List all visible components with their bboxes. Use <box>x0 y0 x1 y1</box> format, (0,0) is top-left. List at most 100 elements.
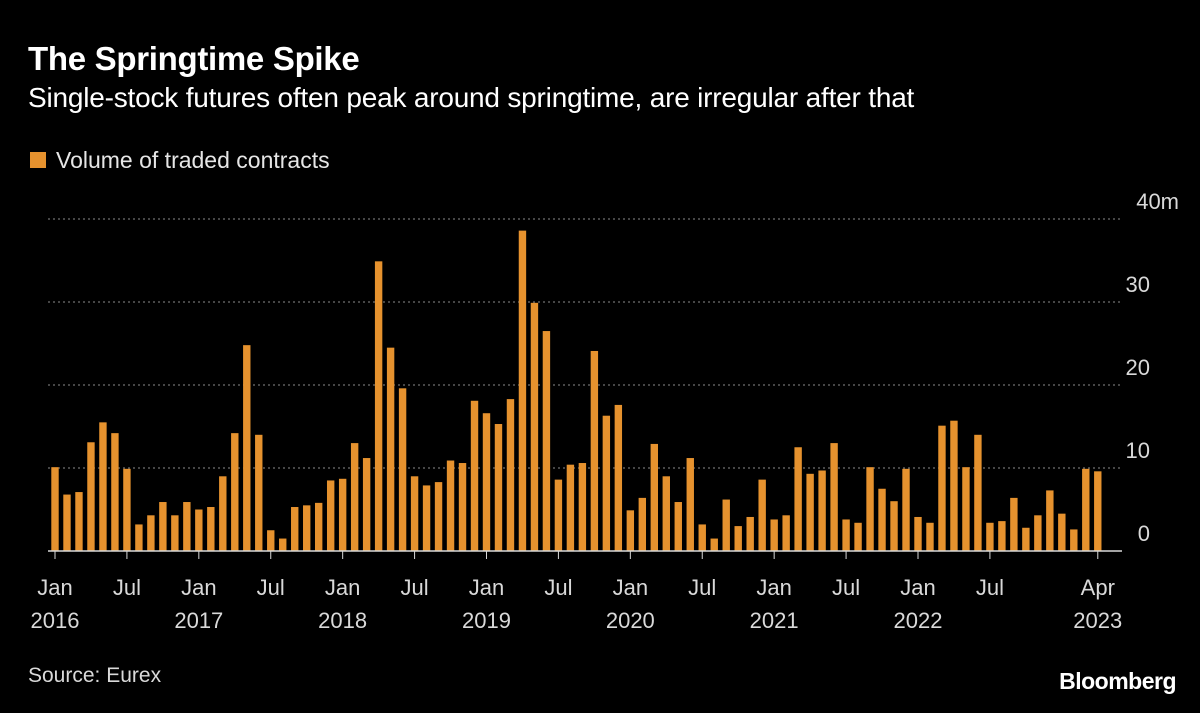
y-tick-label: 30 <box>1126 272 1150 297</box>
bar <box>950 420 958 551</box>
bar <box>506 399 515 551</box>
bar <box>1082 468 1090 551</box>
bar <box>902 468 910 551</box>
bar <box>482 413 491 551</box>
bar <box>818 470 826 551</box>
bar <box>662 476 670 551</box>
bar <box>183 502 191 551</box>
bar <box>446 460 455 551</box>
x-tick-label-year: 2023 <box>1073 608 1122 633</box>
bar <box>626 510 635 551</box>
bar <box>686 458 694 551</box>
x-tick-label-month: Jan <box>37 575 72 600</box>
bar <box>698 524 706 551</box>
x-tick-label-month: Jan <box>613 575 648 600</box>
bar <box>842 519 850 551</box>
y-tick-label: 40m <box>1136 189 1179 214</box>
x-tick-label-month: Jul <box>688 575 716 600</box>
bar <box>494 424 503 551</box>
bar <box>998 521 1006 551</box>
bar <box>542 331 551 551</box>
bar <box>710 538 718 551</box>
x-tick-label-month: Jul <box>113 575 141 600</box>
bar <box>362 458 371 551</box>
bar <box>291 507 299 551</box>
x-tick-label-month: Jul <box>401 575 429 600</box>
bar <box>1094 471 1102 551</box>
x-tick-label-year: 2018 <box>318 608 367 633</box>
x-tick-label-month: Jul <box>544 575 572 600</box>
bar <box>326 480 335 551</box>
bar <box>926 522 934 551</box>
grid-lines <box>48 218 1122 469</box>
chart-title: The Springtime Spike <box>28 40 360 77</box>
bar <box>782 515 790 551</box>
x-tick-label-year: 2016 <box>31 608 80 633</box>
bar <box>147 515 155 551</box>
bar <box>890 501 898 551</box>
bar <box>255 434 263 551</box>
bar <box>51 467 59 551</box>
bar <box>123 468 131 551</box>
bar <box>386 347 395 551</box>
bar <box>350 443 359 551</box>
y-tick-label: 0 <box>1138 521 1150 546</box>
bar <box>410 476 419 551</box>
bar <box>374 261 383 551</box>
bar <box>722 499 730 551</box>
bar <box>135 524 143 551</box>
bar <box>962 467 970 551</box>
bar <box>195 509 203 551</box>
bar <box>1010 497 1018 551</box>
bar <box>75 492 83 551</box>
bar <box>470 400 479 551</box>
source-note: Source: Eurex <box>28 664 162 687</box>
y-tick-label: 10 <box>1126 438 1150 463</box>
x-tick-label-year: 2021 <box>750 608 799 633</box>
bar <box>1022 527 1030 551</box>
legend: Volume of traded contracts <box>30 146 330 174</box>
x-tick-label-month: Jan <box>469 575 504 600</box>
bar <box>794 447 802 551</box>
bar <box>770 519 778 551</box>
bar <box>171 515 179 551</box>
bar <box>806 473 814 551</box>
bar <box>638 497 647 551</box>
bar <box>63 494 71 551</box>
bar <box>758 479 766 551</box>
bar <box>578 463 587 551</box>
x-tick-label-month: Jan <box>325 575 360 600</box>
bar <box>554 479 563 551</box>
x-tick-label-year: 2020 <box>606 608 655 633</box>
bar <box>866 467 874 551</box>
bar <box>590 350 599 551</box>
bar <box>267 530 275 551</box>
x-tick-label-year: 2017 <box>174 608 223 633</box>
bar <box>1034 515 1042 551</box>
bar <box>830 443 838 551</box>
bar <box>159 502 167 551</box>
bar <box>111 433 119 551</box>
bar <box>1058 513 1066 551</box>
bar <box>1070 529 1078 551</box>
bar <box>602 415 611 551</box>
bar <box>303 505 311 551</box>
y-axis-ticks: 0 10 20 30 40m <box>1126 189 1179 546</box>
bars <box>51 230 1102 551</box>
bar <box>986 522 994 551</box>
bar <box>279 538 287 551</box>
bar <box>734 526 742 551</box>
bar <box>422 485 431 551</box>
x-axis-ticks: Jan 2016 Jul Jan 2017 Jul Jan 2018 Jul Jan 2019 Jul… <box>31 551 1122 633</box>
x-tick-label-month: Jan <box>181 575 216 600</box>
legend-swatch <box>30 152 46 168</box>
bar <box>974 434 982 551</box>
bar <box>914 516 922 551</box>
bar <box>878 488 886 551</box>
bar <box>746 516 754 551</box>
bar <box>99 422 107 551</box>
x-tick-label-month: Apr <box>1081 575 1115 600</box>
x-tick-label-year: 2019 <box>462 608 511 633</box>
bar <box>458 463 467 551</box>
